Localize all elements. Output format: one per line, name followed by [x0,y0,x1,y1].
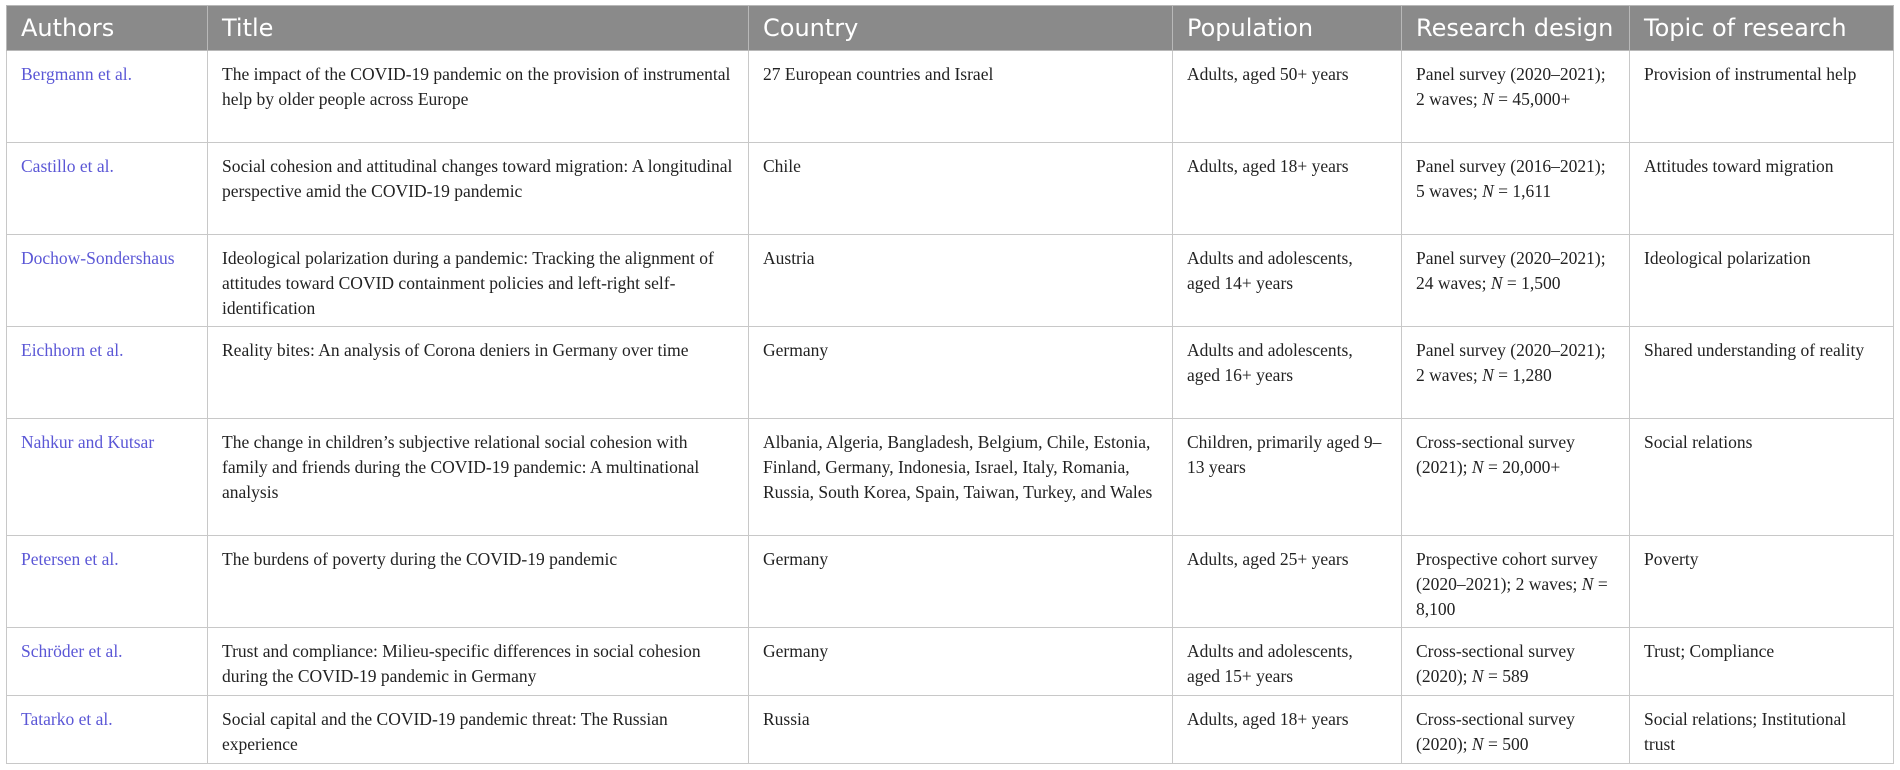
table-row: Eichhorn et al. Reality bites: An analys… [6,326,1894,419]
sample-size-label: N [1482,181,1494,201]
topic-cell: Attitudes toward migration [1629,142,1894,235]
research-design-cell: Panel survey (2016–2021); 5 waves; N = 1… [1401,142,1630,235]
author-cell: Dochow-Sondershaus [6,234,208,327]
author-link[interactable]: Nahkur and Kutsar [21,432,155,452]
sample-size-value: = 1,500 [1502,273,1561,293]
title-cell: The burdens of poverty during the COVID-… [207,535,749,628]
country-cell: Chile [748,142,1173,235]
sample-size-label: N [1581,574,1594,594]
country-cell: Russia [748,695,1173,764]
design-text: Cross-sectional survey (2021); [1416,432,1575,477]
sample-size-value: = 1,611 [1493,181,1552,201]
country-cell: Germany [748,627,1173,696]
design-text: Panel survey (2020–2021); 2 waves; [1416,64,1606,109]
column-header-research-design: Research design [1401,5,1630,51]
country-cell: 27 European countries and Israel [748,50,1173,143]
sample-size-value: = 500 [1483,734,1529,754]
country-cell: Austria [748,234,1173,327]
population-cell: Adults and adolescents, aged 16+ years [1172,326,1402,419]
author-cell: Nahkur and Kutsar [6,418,208,536]
topic-cell: Social relations [1629,418,1894,536]
sample-size-label: N [1471,666,1484,686]
table-row: Dochow-Sondershaus Ideological polarizat… [6,234,1894,327]
table-row: Schröder et al. Trust and compliance: Mi… [6,627,1894,696]
column-header-authors: Authors [6,5,208,51]
column-header-topic: Topic of research [1629,5,1894,51]
title-cell: Reality bites: An analysis of Corona den… [207,326,749,419]
table-row: Tatarko et al. Social capital and the CO… [6,695,1894,764]
author-link[interactable]: Castillo et al. [21,156,114,176]
author-cell: Tatarko et al. [6,695,208,764]
studies-table-container: Authors Title Country Population Researc… [6,5,1894,764]
author-cell: Castillo et al. [6,142,208,235]
sample-size-label: N [1482,365,1494,385]
author-cell: Eichhorn et al. [6,326,208,419]
table-row: Petersen et al. The burdens of poverty d… [6,535,1894,628]
topic-cell: Ideological polarization [1629,234,1894,327]
title-cell: Trust and compliance: Milieu-specific di… [207,627,749,696]
design-text: Cross-sectional survey (2020); [1416,641,1575,686]
sample-size-value: = 8,100 [1416,574,1608,619]
research-design-cell: Cross-sectional survey (2021); N = 20,00… [1401,418,1630,536]
title-cell: Social capital and the COVID-19 pandemic… [207,695,749,764]
country-cell: Albania, Algeria, Bangladesh, Belgium, C… [748,418,1173,536]
population-cell: Adults, aged 18+ years [1172,695,1402,764]
population-cell: Adults, aged 50+ years [1172,50,1402,143]
sample-size-value: = 1,280 [1493,365,1552,385]
research-design-cell: Panel survey (2020–2021); 2 waves; N = 1… [1401,326,1630,419]
research-design-cell: Cross-sectional survey (2020); N = 500 [1401,695,1630,764]
population-cell: Adults, aged 25+ years [1172,535,1402,628]
research-design-cell: Panel survey (2020–2021); 24 waves; N = … [1401,234,1630,327]
author-cell: Bergmann et al. [6,50,208,143]
sample-size-value: = 45,000+ [1493,89,1571,109]
table-row: Bergmann et al. The impact of the COVID-… [6,50,1894,143]
author-link[interactable]: Dochow-Sondershaus [21,248,175,268]
sample-size-label: N [1471,734,1484,754]
design-text: Panel survey (2020–2021); 24 waves; [1416,248,1606,293]
topic-cell: Shared understanding of reality [1629,326,1894,419]
sample-size-label: N [1490,273,1503,293]
author-link[interactable]: Schröder et al. [21,641,123,661]
research-design-cell: Cross-sectional survey (2020); N = 589 [1401,627,1630,696]
table-row: Nahkur and Kutsar The change in children… [6,418,1894,536]
author-link[interactable]: Eichhorn et al. [21,340,124,360]
design-text: Prospective cohort survey (2020–2021); 2… [1416,549,1598,594]
topic-cell: Poverty [1629,535,1894,628]
column-header-title: Title [207,5,749,51]
topic-cell: Provision of instrumental help [1629,50,1894,143]
sample-size-value: = 589 [1483,666,1529,686]
author-cell: Petersen et al. [6,535,208,628]
population-cell: Adults and adolescents, aged 15+ years [1172,627,1402,696]
research-design-cell: Panel survey (2020–2021); 2 waves; N = 4… [1401,50,1630,143]
topic-cell: Social relations; Institutional trust [1629,695,1894,764]
column-header-country: Country [748,5,1173,51]
studies-table: Authors Title Country Population Researc… [6,5,1894,764]
title-cell: Social cohesion and attitudinal changes … [207,142,749,235]
country-cell: Germany [748,326,1173,419]
author-link[interactable]: Petersen et al. [21,549,119,569]
design-text: Panel survey (2020–2021); 2 waves; [1416,340,1606,385]
table-row: Castillo et al. Social cohesion and atti… [6,142,1894,235]
population-cell: Adults, aged 18+ years [1172,142,1402,235]
author-link[interactable]: Tatarko et al. [21,709,113,729]
research-design-cell: Prospective cohort survey (2020–2021); 2… [1401,535,1630,628]
column-header-population: Population [1172,5,1402,51]
topic-cell: Trust; Compliance [1629,627,1894,696]
sample-size-label: N [1471,457,1484,477]
country-cell: Germany [748,535,1173,628]
sample-size-label: N [1482,89,1494,109]
population-cell: Adults and adolescents, aged 14+ years [1172,234,1402,327]
title-cell: Ideological polarization during a pandem… [207,234,749,327]
header-row: Authors Title Country Population Researc… [6,5,1894,51]
title-cell: The change in children’s subjective rela… [207,418,749,536]
population-cell: Children, primarily aged 9–13 years [1172,418,1402,536]
design-text: Cross-sectional survey (2020); [1416,709,1575,754]
design-text: Panel survey (2016–2021); 5 waves; [1416,156,1606,201]
sample-size-value: = 20,000+ [1483,457,1561,477]
author-link[interactable]: Bergmann et al. [21,64,132,84]
title-cell: The impact of the COVID-19 pandemic on t… [207,50,749,143]
author-cell: Schröder et al. [6,627,208,696]
